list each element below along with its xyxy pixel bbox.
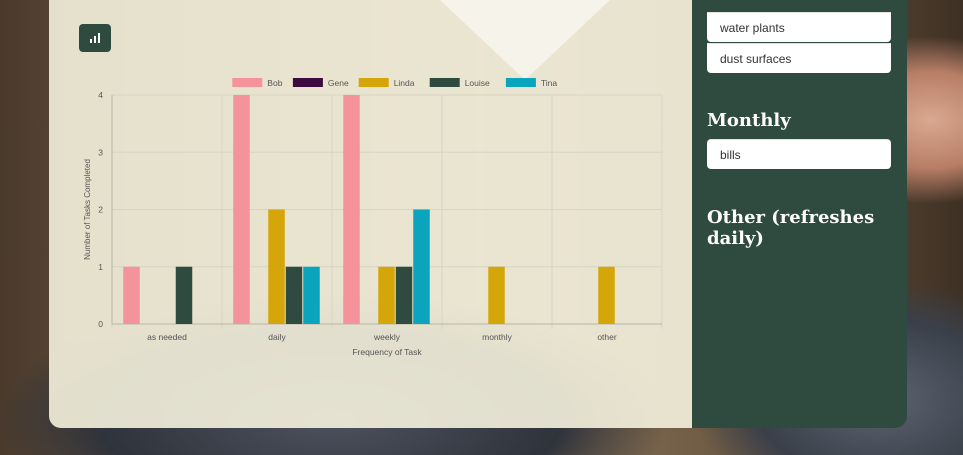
legend-label-louise: Louise — [465, 78, 490, 88]
legend-label-gene: Gene — [328, 78, 349, 88]
legend-label-linda: Linda — [394, 78, 415, 88]
task-item-dust-surfaces[interactable]: dust surfaces — [707, 43, 891, 73]
y-axis-title: Number of Tasks Completed — [83, 159, 92, 260]
x-tick-label: as needed — [147, 332, 187, 342]
bar-bob-as-needed — [123, 266, 140, 324]
bar-louise-as-needed — [175, 266, 193, 324]
x-tick-label: daily — [268, 332, 286, 342]
legend-label-tina: Tina — [541, 78, 557, 88]
monthly-section-title: Monthly — [707, 110, 791, 131]
other-section-title: Other (refreshes daily) — [707, 207, 875, 249]
bar-tina-weekly — [413, 209, 430, 324]
y-tick-label: 0 — [98, 319, 103, 329]
y-tick-label: 1 — [98, 262, 103, 272]
bar-linda-other — [598, 266, 615, 324]
y-tick-label: 2 — [98, 205, 103, 215]
task-label: water plants — [720, 21, 785, 35]
legend-label-bob: Bob — [267, 78, 282, 88]
bar-bob-weekly — [343, 95, 360, 324]
task-label: dust surfaces — [720, 52, 792, 66]
legend-swatch-tina — [505, 78, 536, 87]
bar-linda-monthly — [488, 266, 505, 324]
x-axis-title: Frequency of Task — [352, 347, 422, 357]
task-item-bills[interactable]: bills — [707, 139, 891, 169]
x-tick-label: other — [597, 332, 617, 342]
legend-swatch-louise — [429, 78, 460, 87]
bar-chart-icon — [90, 33, 100, 43]
decorative-triangle — [440, 0, 610, 80]
y-tick-label: 4 — [98, 90, 103, 100]
x-tick-label: monthly — [482, 332, 513, 342]
bar-linda-daily — [268, 209, 285, 324]
task-item-water-plants[interactable]: water plants — [707, 12, 891, 42]
legend-swatch-gene — [292, 78, 323, 87]
bar-louise-weekly — [395, 266, 413, 324]
bar-bob-daily — [233, 95, 250, 324]
chart-toggle-button[interactable] — [79, 24, 111, 52]
legend-swatch-bob — [232, 78, 263, 87]
legend-swatch-linda — [358, 78, 389, 87]
tasks-bar-chart: 0 1 2 3 4 as needed daily weekly monthly other Fre… — [83, 78, 663, 357]
bar-louise-daily — [285, 266, 303, 324]
x-tick-label: weekly — [373, 332, 401, 342]
y-tick-label: 3 — [98, 147, 103, 157]
bar-tina-daily — [303, 266, 320, 324]
bar-linda-weekly — [378, 266, 395, 324]
task-label: bills — [720, 148, 741, 162]
